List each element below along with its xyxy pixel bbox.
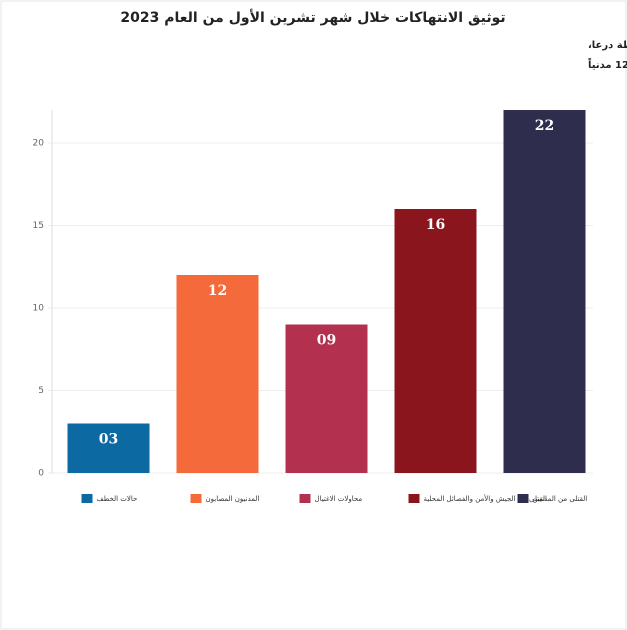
bar (67, 423, 150, 473)
bar (503, 110, 586, 473)
y-tick-label: 0 (38, 469, 44, 479)
legend-label: القتلى من المدنيين (533, 495, 588, 503)
legend-swatch (299, 494, 311, 503)
legend-swatch (408, 494, 420, 503)
legend-swatch (190, 494, 202, 503)
y-tick-label: 5 (38, 386, 44, 396)
value-label: 03 (99, 432, 118, 448)
legend-label: حالات الخطف (97, 495, 138, 503)
bar (394, 209, 477, 473)
value-label: 09 (317, 333, 336, 349)
subtitle: وثّقت شبكة درعا 24 في شهر تشرين الأول / … (588, 37, 627, 51)
value-label: 12 (208, 283, 227, 299)
legend-swatch (517, 494, 529, 503)
value-label: 22 (535, 118, 554, 134)
legend-label: المدنيون المصابون (206, 495, 260, 503)
legend-swatch (81, 494, 93, 503)
legend-label: القتلى من الجيش والأمن والفصائل المحلية (424, 494, 547, 503)
chart-title: توثيق الانتهاكات خلال شهر تشرين الأول من… (120, 9, 505, 26)
y-tick-label: 20 (33, 139, 45, 149)
value-label: 16 (426, 217, 445, 233)
bar (285, 324, 368, 473)
legend-label: محاولات الاغتيال (315, 495, 363, 503)
bar (176, 275, 259, 473)
subtitle: بينهم 22 مدنياً، وإصابة ما لا يقل عن 21 … (588, 57, 627, 71)
y-tick-label: 10 (33, 304, 45, 314)
y-tick-label: 15 (33, 221, 44, 231)
